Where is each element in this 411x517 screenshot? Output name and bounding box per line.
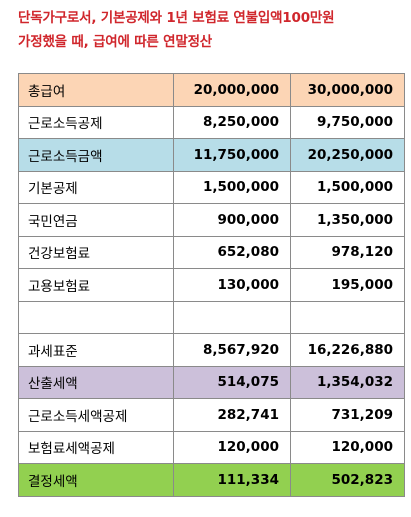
row-label: 근로소득금액 <box>18 138 174 172</box>
value-cell-20m: 282,741 <box>173 398 291 432</box>
table-row-national-pension: 국민연금 900,000 1,350,000 <box>18 203 405 237</box>
table-row-determined-tax: 결정세액 111,334 502,823 <box>18 463 405 497</box>
value-cell-20m: 900,000 <box>173 203 291 237</box>
value-cell-30m: 502,823 <box>290 463 405 497</box>
value-cell-30m: 20,250,000 <box>290 138 405 172</box>
value-cell-20m: 120,000 <box>173 430 291 464</box>
row-label <box>18 300 174 334</box>
table-row-insurance-tax-credit: 보험료세액공제 120,000 120,000 <box>18 430 405 464</box>
value-cell-30m: 9,750,000 <box>290 105 405 139</box>
row-label: 국민연금 <box>18 203 174 237</box>
row-label: 기본공제 <box>18 170 174 204</box>
value-cell-30m: 1,354,032 <box>290 365 405 399</box>
value-cell-20m: 130,000 <box>173 268 291 302</box>
value-cell-20m: 8,567,920 <box>173 333 291 367</box>
row-label: 근로소득공제 <box>18 105 174 139</box>
value-cell-20m: 20,000,000 <box>173 73 291 107</box>
table-row-earned-income-amount: 근로소득금액 11,750,000 20,250,000 <box>18 138 405 172</box>
row-label: 과세표준 <box>18 333 174 367</box>
row-label: 총급여 <box>18 73 174 107</box>
value-cell-30m <box>290 300 405 334</box>
value-cell-30m: 1,350,000 <box>290 203 405 237</box>
title-line-2: 가정했을 때, 급여에 따른 연말정산 <box>18 34 213 50</box>
title-line-1: 단독가구로서, 기본공제와 1년 보험료 연불입액100만원 <box>18 10 335 26</box>
table-row-health-insurance: 건강보험료 652,080 978,120 <box>18 235 405 269</box>
table-row-calculated-tax: 산출세액 514,075 1,354,032 <box>18 365 405 399</box>
table-row-tax-base: 과세표준 8,567,920 16,226,880 <box>18 333 405 367</box>
table-row-employment-insurance: 고용보험료 130,000 195,000 <box>18 268 405 302</box>
table-row-basic-deduction: 기본공제 1,500,000 1,500,000 <box>18 170 405 204</box>
row-label: 고용보험료 <box>18 268 174 302</box>
table-row-empty <box>18 300 405 334</box>
value-cell-20m <box>173 300 291 334</box>
value-cell-20m: 111,334 <box>173 463 291 497</box>
value-cell-30m: 16,226,880 <box>290 333 405 367</box>
value-cell-30m: 978,120 <box>290 235 405 269</box>
tax-settlement-table: 총급여 20,000,000 30,000,000 근로소득공제 8,250,0… <box>18 73 405 497</box>
row-label: 건강보험료 <box>18 235 174 269</box>
value-cell-30m: 731,209 <box>290 398 405 432</box>
page-title: 단독가구로서, 기본공제와 1년 보험료 연불입액100만원 가정했을 때, 급… <box>18 6 408 54</box>
row-label: 결정세액 <box>18 463 174 497</box>
value-cell-30m: 120,000 <box>290 430 405 464</box>
value-cell-20m: 11,750,000 <box>173 138 291 172</box>
row-label: 보험료세액공제 <box>18 430 174 464</box>
value-cell-20m: 1,500,000 <box>173 170 291 204</box>
value-cell-30m: 195,000 <box>290 268 405 302</box>
table-row-gross-salary: 총급여 20,000,000 30,000,000 <box>18 73 405 107</box>
row-label: 산출세액 <box>18 365 174 399</box>
table-row-earned-income-tax-credit: 근로소득세액공제 282,741 731,209 <box>18 398 405 432</box>
value-cell-20m: 8,250,000 <box>173 105 291 139</box>
row-label: 근로소득세액공제 <box>18 398 174 432</box>
table-row-earned-income-deduction: 근로소득공제 8,250,000 9,750,000 <box>18 105 405 139</box>
value-cell-30m: 30,000,000 <box>290 73 405 107</box>
value-cell-20m: 514,075 <box>173 365 291 399</box>
value-cell-20m: 652,080 <box>173 235 291 269</box>
value-cell-30m: 1,500,000 <box>290 170 405 204</box>
